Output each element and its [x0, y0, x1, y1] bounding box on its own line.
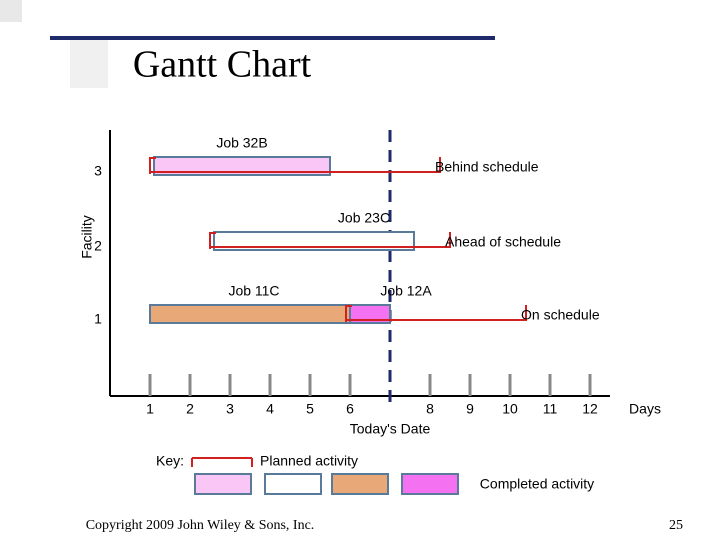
- job-label: Job 32B: [216, 135, 267, 151]
- planned-bracket: [209, 232, 451, 249]
- key-title: Key:: [156, 453, 184, 469]
- job-label: Job 12A: [380, 283, 432, 299]
- x-tick-label: 3: [226, 401, 234, 417]
- corner-deco: [0, 0, 22, 22]
- planned-bracket: [149, 157, 441, 174]
- key-swatch: [401, 473, 459, 495]
- footer: Copyright 2009 John Wiley & Sons, Inc.: [86, 518, 315, 533]
- x-tick-label: 12: [582, 401, 598, 417]
- x-tick-label: 5: [306, 401, 314, 417]
- x-tick-label: 4: [266, 401, 274, 417]
- job-label: Job 23C: [338, 210, 390, 226]
- row-label: 3: [94, 163, 102, 179]
- page-number: 25: [669, 518, 683, 533]
- x-tick-label: 10: [502, 401, 518, 417]
- key-swatch: [264, 473, 322, 495]
- status-label: Ahead of schedule: [445, 234, 561, 250]
- slide-title: Gantt Chart: [133, 44, 312, 86]
- key-bracket: [191, 457, 253, 467]
- x-tick-label: 2: [186, 401, 194, 417]
- x-tick-label: 9: [466, 401, 474, 417]
- completed-bar: [149, 304, 359, 324]
- x-tick-label: 1: [146, 401, 154, 417]
- x-tick-label: 8: [426, 401, 434, 417]
- completed-bar: [349, 304, 391, 324]
- key-planned: Planned activity: [260, 453, 358, 469]
- title-deco: [70, 38, 108, 88]
- today-label: Today's Date: [350, 421, 431, 437]
- key-swatch: [331, 473, 389, 495]
- x-tick-label: 6: [346, 401, 354, 417]
- completed-bar: [213, 231, 415, 251]
- row-label: 2: [94, 238, 102, 254]
- job-label: Job 11C: [228, 283, 279, 299]
- status-label: On schedule: [521, 307, 600, 323]
- x-axis-label: Days: [629, 401, 661, 417]
- row-label: 1: [94, 311, 102, 327]
- key-swatch: [194, 473, 252, 495]
- completed-bar: [153, 156, 331, 176]
- y-axis-label: Facility: [79, 215, 95, 259]
- planned-bracket: [345, 305, 527, 322]
- x-tick-label: 11: [543, 401, 558, 417]
- key-completed: Completed activity: [480, 476, 594, 492]
- status-label: Behind schedule: [435, 159, 539, 175]
